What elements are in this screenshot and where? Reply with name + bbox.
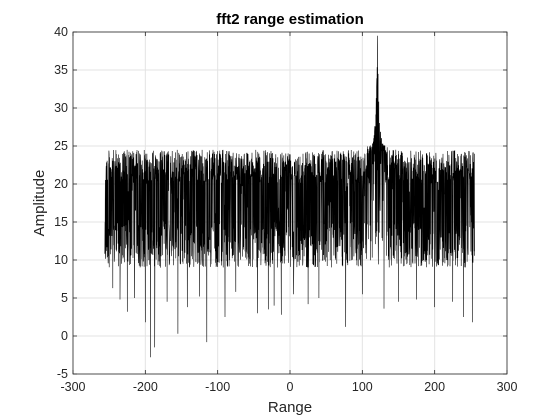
- y-tick-label: 15: [54, 215, 68, 229]
- y-tick-label: 10: [54, 253, 68, 267]
- y-tick-label: 40: [54, 25, 68, 39]
- y-axis-label: Amplitude: [31, 170, 48, 237]
- y-tick-label: 30: [54, 101, 68, 115]
- amplitude-series: [104, 35, 475, 358]
- y-tick-label: 25: [54, 139, 68, 153]
- chart-title: fft2 range estimation: [216, 11, 364, 28]
- x-tick-label: 0: [287, 380, 294, 394]
- y-tick-label: -5: [57, 367, 68, 381]
- x-tick-label: 300: [497, 380, 518, 394]
- y-tick-label: 20: [54, 177, 68, 191]
- y-tick-label: 35: [54, 63, 68, 77]
- x-axis-ticks: -300 -200 -100 0 100 200 300: [60, 32, 517, 394]
- y-tick-label: 5: [61, 291, 68, 305]
- amplitude-line: [104, 35, 475, 358]
- x-tick-label: -200: [133, 380, 158, 394]
- x-axis-label: Range: [268, 399, 312, 416]
- y-tick-label: 0: [61, 329, 68, 343]
- x-tick-label: 100: [352, 380, 373, 394]
- x-tick-label: 200: [424, 380, 445, 394]
- x-tick-label: -300: [60, 380, 85, 394]
- x-tick-label: -100: [205, 380, 230, 394]
- y-axis-ticks: -5 0 5 10 15 20 25 30 35 40: [54, 25, 507, 381]
